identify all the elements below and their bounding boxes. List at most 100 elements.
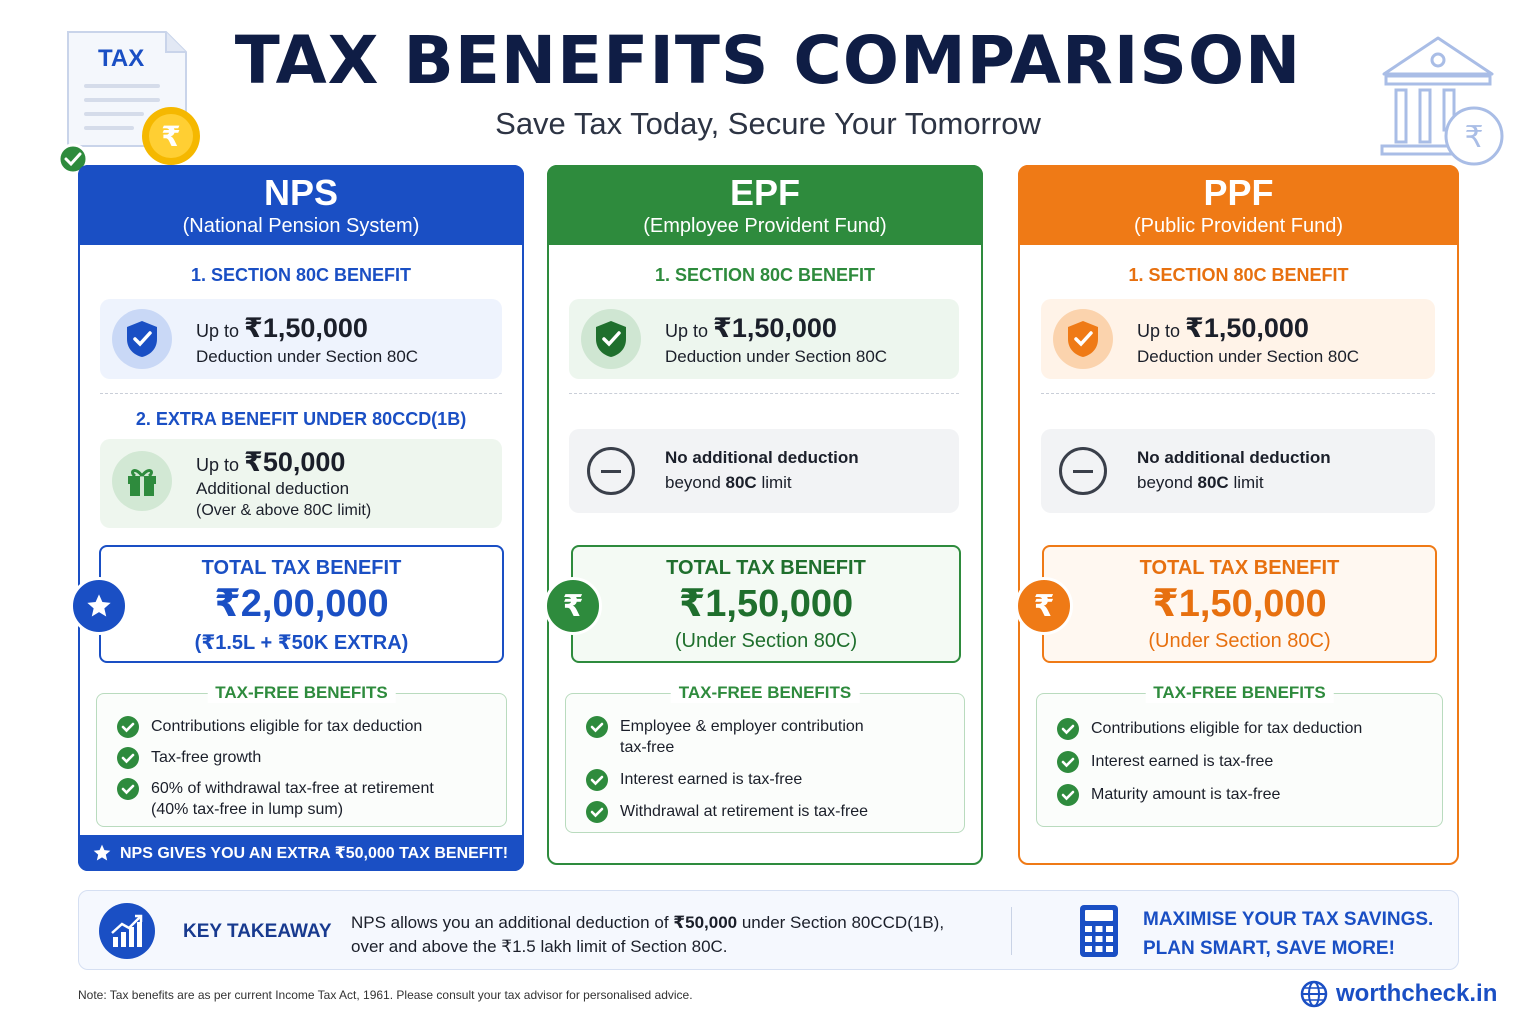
check-icon [117, 778, 139, 800]
star-icon [93, 844, 111, 861]
rupee-icon: ₹ [1015, 577, 1073, 635]
nps-banner: NPS GIVES YOU AN EXTRA ₹50,000 TAX BENEF… [78, 835, 524, 871]
nps-80c-desc: Deduction under Section 80C [196, 347, 419, 366]
epf-no-additional: No additional deduction beyond 80C limit [569, 429, 959, 513]
ppf-tax-free-benefits: TAX-FREE BENEFITS Contributions eligible… [1036, 683, 1443, 827]
nps-total-benefit: TOTAL TAX BENEFIT ₹2,00,000 (₹1.5L + ₹50… [99, 545, 504, 663]
page-subtitle: Save Tax Today, Secure Your Tomorrow [495, 106, 1041, 141]
nps-section-80c-title: 1. SECTION 80C BENEFIT [190, 265, 412, 285]
nps-extra-benefit-title: 2. EXTRA BENEFIT UNDER 80CCD(1B) [135, 409, 467, 429]
ppf-free-title: TAX-FREE BENEFITS [1145, 683, 1334, 703]
ppf-80c-amount-line: Up to ₹1,50,000 [1137, 313, 1309, 343]
check-icon [1057, 751, 1079, 773]
nps-name: NPS [263, 172, 339, 213]
epf-total-benefit: TOTAL TAX BENEFIT ₹1,50,000 (Under Secti… [571, 545, 961, 663]
ppf-80c-amount: ₹1,50,000 [1185, 313, 1309, 343]
nps-tax-free-benefits: TAX-FREE BENEFITS Contributions eligible… [96, 683, 507, 827]
star-icon [70, 577, 128, 635]
tax-document-icon: TAX ₹ [58, 31, 200, 175]
rupee-coin-icon: ₹ [161, 120, 180, 153]
globe-icon [1300, 980, 1328, 1008]
divider [569, 393, 959, 394]
bank-icon: ₹ [1380, 36, 1504, 166]
brand-link[interactable]: worthcheck.in [1300, 980, 1497, 1008]
list-item: Interest earned is tax-free [1057, 751, 1273, 773]
ppf-card-header: PPF (Public Provident Fund) [1018, 165, 1459, 245]
epf-80c-desc: Deduction under Section 80C [665, 347, 888, 366]
nps-free-title: TAX-FREE BENEFITS [207, 683, 396, 703]
ppf-no-additional: No additional deduction beyond 80C limit [1041, 429, 1435, 513]
list-item: Tax-free growth [117, 747, 261, 769]
footnote: Note: Tax benefits are as per current In… [78, 988, 693, 1002]
ppf-name: PPF [1203, 172, 1274, 213]
list-item: Contributions eligible for tax deduction [117, 716, 422, 738]
list-item: Maturity amount is tax-free [1057, 784, 1280, 806]
page-title: TAX BENEFITS COMPARISON [234, 22, 1302, 99]
epf-name: EPF [729, 172, 800, 213]
ppf-total-note: (Under Section 80C) [1148, 630, 1331, 652]
ppf-section-80c-title: 1. SECTION 80C BENEFIT [1128, 265, 1349, 285]
epf-total-value: ₹1,50,000 [678, 583, 854, 625]
calculator-icon [1080, 905, 1118, 957]
epf-total-note: (Under Section 80C) [674, 630, 858, 652]
nps-total-note: (₹1.5L + ₹50K EXTRA) [194, 632, 409, 654]
takeaway-text: NPS allows you an additional deduction o… [351, 913, 945, 956]
check-icon [1057, 718, 1079, 740]
list-item: 60% of withdrawal tax-free at retirement… [117, 778, 434, 820]
divider [1011, 907, 1012, 955]
divider [100, 393, 502, 394]
minus-circle-icon [587, 447, 635, 495]
ppf-80c-benefit: Up to ₹1,50,000 Deduction under Section … [1041, 299, 1435, 379]
epf-card-header: EPF (Employee Provident Fund) [547, 165, 983, 245]
epf-80c-amount: ₹1,50,000 [713, 313, 837, 343]
list-item: Interest earned is tax-free [586, 769, 802, 791]
key-takeaway-panel: KEY TAKEAWAY NPS allows you an additiona… [78, 890, 1459, 970]
epf-full-name: (Employee Provident Fund) [643, 215, 887, 237]
epf-free-title: TAX-FREE BENEFITS [670, 683, 860, 703]
shield-check-icon [581, 309, 641, 369]
ppf-full-name: (Public Provident Fund) [1134, 215, 1343, 237]
brand-name[interactable]: worthcheck.in [1336, 980, 1498, 1007]
check-icon [1057, 784, 1079, 806]
nps-total-value: ₹2,00,000 [214, 583, 389, 625]
minus-circle-icon [1059, 447, 1107, 495]
epf-tax-free-benefits: TAX-FREE BENEFITS Employee & employer co… [565, 683, 965, 833]
epf-no-additional-line2: beyond 80C limit [665, 473, 792, 492]
check-icon [586, 769, 608, 791]
nps-80ccd-note: (Over & above 80C limit) [196, 502, 372, 519]
tax-doc-label: TAX [98, 45, 144, 72]
nps-80ccd-amount: ₹50,000 [244, 447, 346, 477]
nps-80ccd-benefit: Up to ₹50,000 Additional deduction (Over… [100, 439, 502, 528]
check-icon [117, 747, 139, 769]
nps-80c-benefit: Up to ₹1,50,000 Deduction under Section … [100, 299, 502, 379]
nps-80c-amount-line: Up to ₹1,50,000 [196, 313, 368, 343]
epf-total-label: TOTAL TAX BENEFIT [666, 557, 866, 579]
check-icon [586, 801, 608, 823]
rupee-icon: ₹ [544, 577, 602, 635]
nps-full-name: (National Pension System) [182, 215, 420, 237]
gift-icon [112, 451, 172, 511]
list-item: Contributions eligible for tax deduction [1057, 718, 1362, 740]
list-item: Employee & employer contribution tax-fre… [586, 716, 864, 758]
ppf-no-additional-line2: beyond 80C limit [1137, 473, 1264, 492]
epf-no-additional-line1: No additional deduction [665, 448, 859, 467]
nps-card: NPS (National Pension System) 1. SECTION… [70, 165, 524, 871]
epf-80c-amount-line: Up to ₹1,50,000 [665, 313, 837, 343]
shield-check-icon [1053, 309, 1113, 369]
nps-80c-amount: ₹1,50,000 [244, 313, 368, 343]
ppf-card: PPF (Public Provident Fund) 1. SECTION 8… [1015, 165, 1459, 865]
epf-card: EPF (Employee Provident Fund) 1. SECTION… [544, 165, 983, 865]
ppf-80c-desc: Deduction under Section 80C [1137, 347, 1360, 366]
chart-up-icon [99, 903, 155, 959]
epf-80c-benefit: Up to ₹1,50,000 Deduction under Section … [569, 299, 959, 379]
list-item: Withdrawal at retirement is tax-free [586, 801, 868, 823]
check-icon [586, 716, 608, 738]
svg-text:₹: ₹ [1464, 120, 1483, 155]
epf-section-80c-title: 1. SECTION 80C BENEFIT [654, 265, 876, 285]
ppf-total-benefit: TOTAL TAX BENEFIT ₹1,50,000 (Under Secti… [1042, 545, 1437, 663]
nps-card-header: NPS (National Pension System) [78, 165, 524, 245]
nps-80ccd-amount-line: Up to ₹50,000 [196, 447, 346, 477]
divider [1041, 393, 1435, 394]
ppf-no-additional-line1: No additional deduction [1137, 448, 1331, 467]
shield-check-icon [112, 309, 172, 369]
